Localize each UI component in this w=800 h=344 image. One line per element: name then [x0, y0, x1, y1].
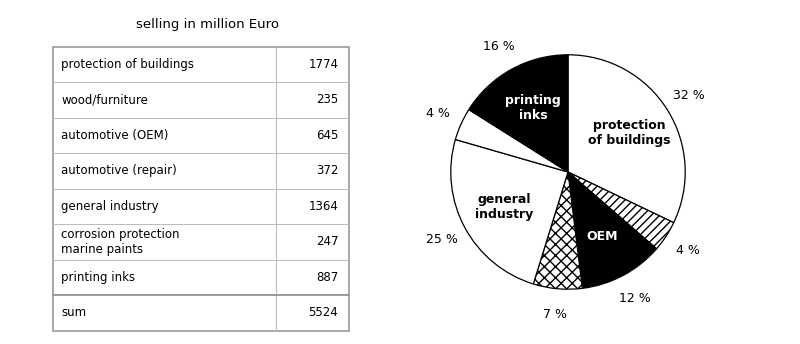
Text: sum: sum	[62, 306, 86, 319]
Text: 247: 247	[316, 235, 338, 248]
Text: 32 %: 32 %	[673, 89, 705, 102]
Wedge shape	[469, 55, 568, 172]
Text: 12 %: 12 %	[619, 292, 651, 305]
Wedge shape	[568, 172, 674, 249]
Text: printing inks: printing inks	[62, 271, 135, 284]
Text: 7 %: 7 %	[543, 308, 567, 321]
Text: 1364: 1364	[308, 200, 338, 213]
Wedge shape	[455, 109, 568, 172]
Text: corrosion protection
marine paints: corrosion protection marine paints	[62, 228, 180, 256]
Text: 25 %: 25 %	[426, 233, 458, 246]
Bar	[53, 46, 349, 331]
Text: selling in million Euro: selling in million Euro	[136, 19, 279, 31]
Text: automotive (OEM): automotive (OEM)	[62, 129, 169, 142]
Text: 1774: 1774	[308, 58, 338, 71]
Text: 16 %: 16 %	[483, 40, 514, 53]
Text: OEM: OEM	[586, 230, 618, 243]
Text: printing
inks: printing inks	[505, 94, 561, 122]
Wedge shape	[534, 172, 582, 289]
Text: 235: 235	[316, 93, 338, 106]
Text: protection of buildings: protection of buildings	[62, 58, 194, 71]
Wedge shape	[450, 140, 568, 284]
Wedge shape	[568, 172, 657, 288]
Text: 4 %: 4 %	[676, 244, 699, 257]
Text: general industry: general industry	[62, 200, 159, 213]
Text: 4 %: 4 %	[426, 107, 450, 120]
Text: wood/furniture: wood/furniture	[62, 93, 148, 106]
Text: 887: 887	[316, 271, 338, 284]
Text: 645: 645	[316, 129, 338, 142]
Text: automotive (repair): automotive (repair)	[62, 164, 177, 177]
Text: 372: 372	[316, 164, 338, 177]
Text: protection
of buildings: protection of buildings	[588, 119, 670, 147]
Text: general
industry: general industry	[475, 193, 533, 221]
Wedge shape	[568, 55, 686, 223]
Text: 5524: 5524	[309, 306, 338, 319]
